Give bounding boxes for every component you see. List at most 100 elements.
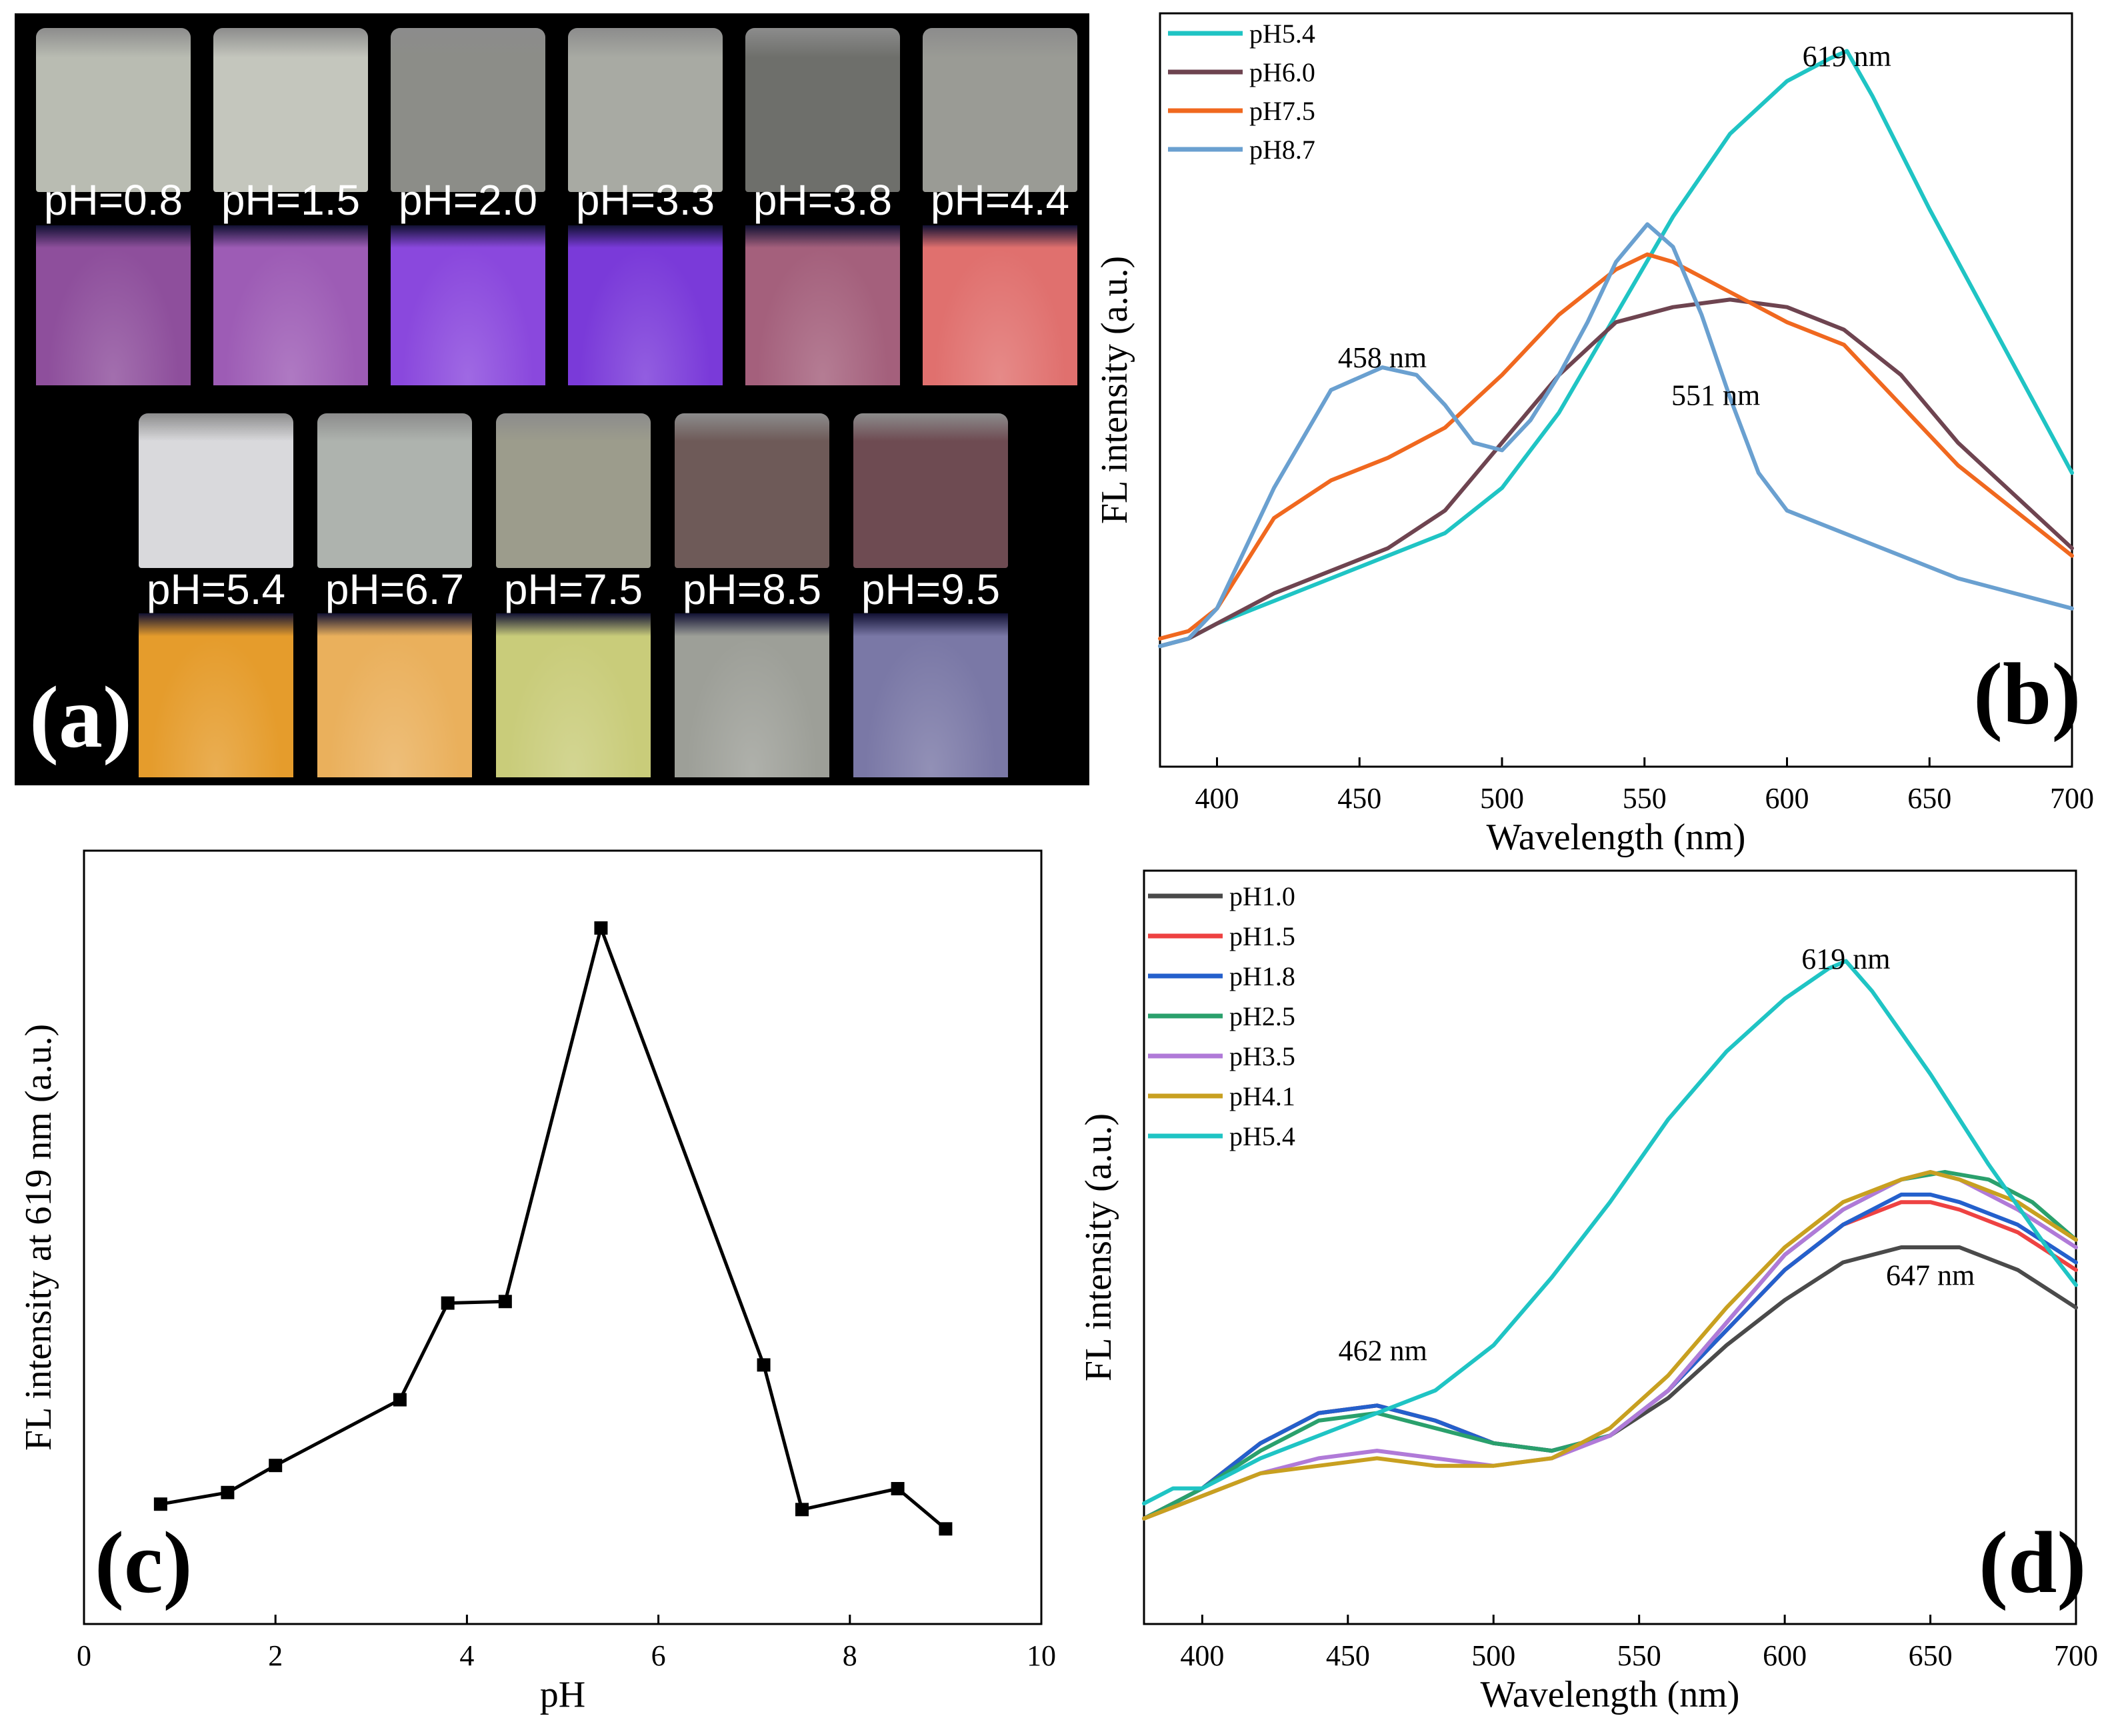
data-point-marker — [795, 1503, 809, 1517]
vial-uv-bottom-3 — [675, 613, 829, 777]
peak-annotation: 647 nm — [1886, 1259, 1975, 1292]
data-point-marker — [939, 1522, 953, 1536]
data-point-marker — [891, 1482, 905, 1495]
plot-frame — [83, 849, 1043, 1625]
legend-label: pH5.4 — [1249, 19, 1315, 49]
series-line-ph4-1 — [1142, 1170, 2078, 1521]
vial-ph-label: pH=2.0 — [398, 176, 538, 224]
x-axis-title: Wavelength (nm) — [1487, 817, 1746, 858]
x-tick-label: 450 — [1337, 782, 1381, 815]
x-tick-label: 8 — [843, 1639, 857, 1672]
vial-daylight-top-2 — [391, 28, 545, 192]
vial-photo-panel: (a) pH=0.8 pH=1.5 pH=2.0 pH=3.3 pH=3.8 pH=4.4… — [15, 13, 1089, 785]
peak-annotation: 619 nm — [1801, 943, 1890, 975]
vial-ph-label: pH=9.5 — [861, 565, 1001, 613]
x-tick-label: 500 — [1480, 782, 1524, 815]
panel-a-letter: (a) — [29, 668, 132, 766]
series-line-ph8-7 — [1158, 222, 2074, 649]
x-tick-label: 450 — [1326, 1639, 1370, 1672]
panel-letter: (d) — [1979, 1513, 2086, 1611]
x-tick-label: 4 — [459, 1639, 474, 1672]
series-line-ph5-4 — [1158, 49, 2074, 649]
vial-uv-top-1 — [213, 225, 368, 385]
legend-label: pH4.1 — [1229, 1081, 1295, 1111]
legend-label: pH1.0 — [1229, 881, 1295, 911]
chart-d-spectra-ph1-to-ph5: 400 450 500 550 600 650 700 Wavelength (nm) FL i… — [1078, 869, 2098, 1715]
x-tick-label: 650 — [1909, 1639, 1953, 1672]
vial-ph-label: pH=5.4 — [146, 565, 286, 613]
vial-daylight-top-0 — [36, 28, 191, 192]
data-point-marker — [498, 1295, 512, 1309]
data-point-marker — [393, 1393, 407, 1407]
y-axis-title: FL intensity (a.u.) — [1094, 256, 1135, 524]
y-axis-title: FL intensity at 619 nm (a.u.) — [18, 1024, 59, 1451]
x-tick-label: 500 — [1471, 1639, 1515, 1672]
vial-daylight-bottom-1 — [317, 413, 472, 568]
x-tick-label: 600 — [1765, 782, 1809, 815]
legend-label: pH2.5 — [1229, 1001, 1295, 1031]
x-tick-label: 6 — [651, 1639, 666, 1672]
vial-daylight-bottom-3 — [675, 413, 829, 568]
vial-daylight-bottom-0 — [139, 413, 293, 568]
x-tick-label: 0 — [77, 1639, 91, 1672]
legend-label: pH8.7 — [1249, 135, 1315, 165]
data-point-marker — [594, 921, 608, 935]
peak-annotation: 619 nm — [1803, 40, 1891, 73]
vial-ph-label: pH=0.8 — [43, 176, 183, 224]
vial-ph-label: pH=3.3 — [575, 176, 715, 224]
x-tick-label: 400 — [1195, 782, 1239, 815]
peak-annotation: 462 nm — [1339, 1335, 1427, 1367]
x-tick-label: 550 — [1617, 1639, 1661, 1672]
x-tick-label: 700 — [2050, 782, 2094, 815]
plot-frame — [1159, 12, 2073, 768]
vial-ph-label: pH=8.5 — [682, 565, 822, 613]
series-line-ph6-0 — [1158, 297, 2074, 649]
legend-label: pH3.5 — [1229, 1041, 1295, 1071]
legend-label: pH5.4 — [1229, 1121, 1295, 1151]
vial-ph-label: pH=3.8 — [753, 176, 893, 224]
series-line-ph7-5 — [1158, 252, 2074, 641]
vial-ph-label: pH=6.7 — [325, 565, 465, 613]
x-tick-label: 400 — [1180, 1639, 1224, 1672]
vial-uv-top-3 — [568, 225, 723, 385]
vial-daylight-bottom-4 — [853, 413, 1008, 568]
chart-c-intensity-vs-ph: 0 2 4 6 8 10 pH FL intensity at 619 nm (a.u.) (c… — [18, 849, 1056, 1715]
chart-b-spectra-ph5-to-ph9: 400 450 500 550 600 650 700 Wavelength (nm) FL i… — [1094, 12, 2094, 858]
series-line-ph5-4 — [1142, 959, 2078, 1506]
vial-ph-label: pH=1.5 — [221, 176, 361, 224]
vial-daylight-bottom-2 — [496, 413, 651, 568]
peak-annotation: 458 nm — [1338, 341, 1427, 374]
data-point-marker — [269, 1459, 283, 1473]
vial-ph-label: pH=7.5 — [503, 565, 643, 613]
x-axis-title: pH — [540, 1674, 585, 1715]
vial-daylight-top-4 — [745, 28, 900, 192]
x-tick-label: 600 — [1763, 1639, 1807, 1672]
series-line-ph3-5 — [1142, 1170, 2078, 1521]
vial-uv-top-4 — [745, 225, 900, 385]
series-line-fl-intensity-at-619-nm — [159, 926, 947, 1531]
data-point-marker — [757, 1358, 771, 1372]
vial-uv-top-0 — [36, 225, 191, 385]
vial-uv-top-2 — [391, 225, 545, 385]
data-point-marker — [221, 1485, 235, 1499]
vial-uv-bottom-1 — [317, 613, 472, 777]
vial-uv-bottom-4 — [853, 613, 1008, 777]
legend-label: pH1.5 — [1229, 921, 1295, 951]
x-tick-label: 2 — [268, 1639, 283, 1672]
x-tick-label: 10 — [1027, 1639, 1056, 1672]
vial-daylight-top-3 — [568, 28, 723, 192]
x-tick-label: 700 — [2054, 1639, 2098, 1672]
vial-uv-top-5 — [923, 225, 1077, 385]
vial-daylight-top-1 — [213, 28, 368, 192]
x-tick-label: 650 — [1907, 782, 1951, 815]
vial-uv-bottom-2 — [496, 613, 651, 777]
legend-label: pH1.8 — [1229, 961, 1295, 991]
vial-ph-label: pH=4.4 — [930, 176, 1070, 224]
x-axis-title: Wavelength (nm) — [1481, 1674, 1740, 1715]
x-tick-label: 550 — [1623, 782, 1667, 815]
panel-letter: (b) — [1973, 645, 2081, 743]
y-axis-title: FL intensity (a.u.) — [1078, 1113, 1119, 1381]
vial-uv-bottom-0 — [139, 613, 293, 777]
legend-label: pH6.0 — [1249, 57, 1315, 87]
